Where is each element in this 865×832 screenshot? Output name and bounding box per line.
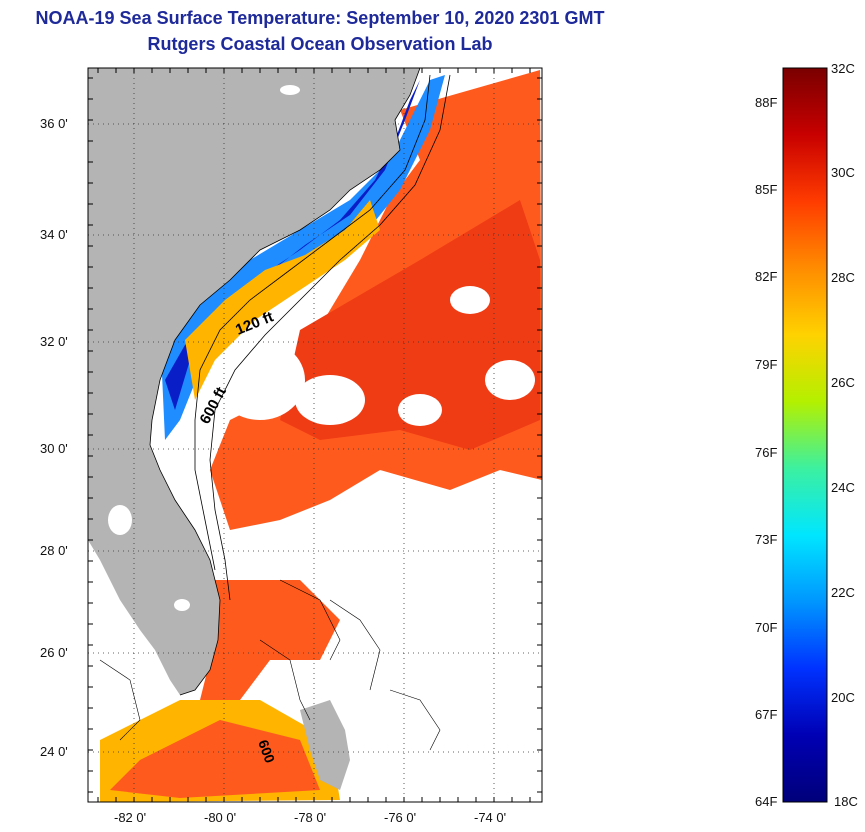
lat-label-34: 34 0' (40, 227, 68, 242)
colorbar-f-67: 67F (755, 707, 778, 722)
cloud-patches (215, 286, 542, 780)
warm-water-keys-hot (110, 720, 320, 798)
lon-label-74: -74 0' (474, 810, 507, 825)
contour-120ft (194, 74, 431, 571)
lat-label-32: 32 0' (40, 334, 68, 349)
lon-label-82: -82 0' (114, 810, 147, 825)
colorbar-f-70: 70F (755, 620, 778, 635)
colorbar-f-85: 85F (755, 182, 778, 197)
colorbar (782, 67, 828, 803)
lat-label-24: 24 0' (40, 744, 68, 759)
colorbar-f-76: 76F (755, 445, 778, 460)
colorbar-c-18: 18C (834, 794, 858, 809)
bahamas-contours (99, 579, 441, 751)
colorbar-f-79: 79F (755, 357, 778, 372)
colorbar-c-22: 22C (831, 585, 855, 600)
colorbar-f-73: 73F (755, 532, 778, 547)
mid-coastal-band (185, 200, 380, 400)
colorbar-f-88: 88F (755, 95, 778, 110)
colorbar-c-30: 30C (831, 165, 855, 180)
colorbar-c-24: 24C (831, 480, 855, 495)
colorbar-c-26: 26C (831, 375, 855, 390)
contour-600ft (209, 74, 451, 601)
land-us-east-coast (88, 68, 420, 695)
lat-label-26: 26 0' (40, 645, 68, 660)
colorbar-c-28: 28C (831, 270, 855, 285)
axis-ticks (88, 68, 542, 802)
colorbar-f-64: 64F (755, 794, 778, 809)
contour-label-600: 600 (255, 738, 278, 766)
lat-label-28: 28 0' (40, 543, 68, 558)
colorbar-c-32: 32C (831, 61, 855, 76)
lon-label-80: -80 0' (204, 810, 237, 825)
lat-label-36: 36 0' (40, 116, 68, 131)
lon-label-78: -78 0' (294, 810, 327, 825)
land-cloud-patches (108, 85, 300, 611)
land-cuba (300, 700, 350, 790)
colorbar-f-82: 82F (755, 269, 778, 284)
colorbar-c-20: 20C (831, 690, 855, 705)
gridlines (88, 68, 542, 802)
lat-label-30: 30 0' (40, 441, 68, 456)
map-subtitle: Rutgers Coastal Ocean Observation Lab (147, 34, 493, 54)
lon-label-76: -76 0' (384, 810, 417, 825)
map-area (88, 68, 542, 802)
warm-water-south (200, 580, 340, 700)
map-title: NOAA-19 Sea Surface Temperature: Septemb… (35, 8, 605, 28)
coastline (149, 68, 421, 696)
